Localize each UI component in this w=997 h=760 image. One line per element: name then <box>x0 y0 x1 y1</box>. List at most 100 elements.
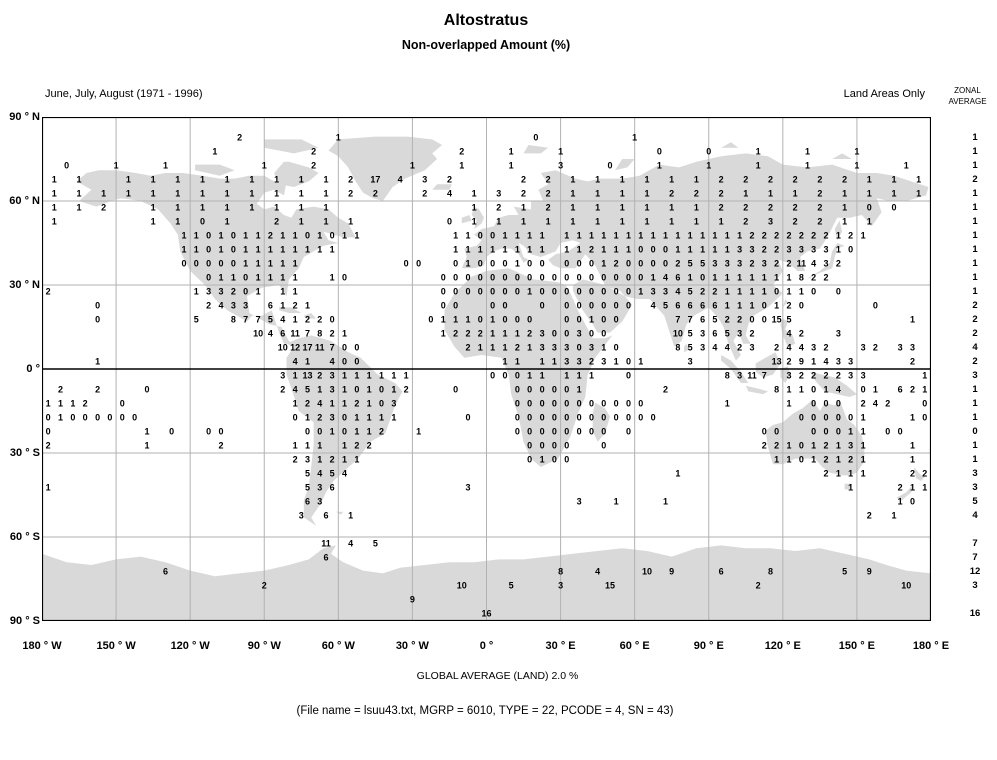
grid-value: 1 <box>897 496 903 507</box>
grid-value: 9 <box>866 566 872 577</box>
grid-value: 1 <box>199 202 206 213</box>
grid-value: 7 <box>243 314 249 325</box>
grid-value: 3 <box>329 384 335 395</box>
grid-value: 4 <box>292 356 298 367</box>
grid-value: 0 <box>490 258 496 269</box>
grid-value: 2 <box>403 384 409 395</box>
zonal-average-value: 1 <box>972 286 978 298</box>
lon-tick-label: 30 ° E <box>545 640 576 652</box>
grid-value: 2 <box>280 384 286 395</box>
grid-value: 1 <box>391 370 397 381</box>
grid-value: 0 <box>527 272 533 283</box>
grid-value: 0 <box>811 384 817 395</box>
zonal-header-line1: ZONAL <box>954 86 981 95</box>
grid-value: 0 <box>490 230 496 241</box>
grid-value: 0 <box>613 342 619 353</box>
land-shape <box>461 153 929 361</box>
grid-value: 1 <box>490 314 496 325</box>
grid-value: 0 <box>539 286 545 297</box>
grid-value: 5 <box>842 566 848 577</box>
grid-value: 3 <box>823 244 829 255</box>
grid-value: 0 <box>440 300 446 311</box>
grid-value: 1 <box>76 188 82 199</box>
grid-value: 1 <box>366 412 372 423</box>
grid-value: 1 <box>687 272 693 283</box>
grid-value: 1 <box>181 230 187 241</box>
grid-value: 0 <box>341 426 348 437</box>
land-shape <box>279 307 302 313</box>
grid-value: 0 <box>465 272 471 283</box>
zonal-average-value: 1 <box>972 454 978 466</box>
grid-value: 0 <box>514 384 520 395</box>
grid-value: 2 <box>761 244 767 255</box>
grid-value: 2 <box>817 188 823 199</box>
grid-value: 1 <box>619 216 625 227</box>
lon-tick-label: 120 ° E <box>764 640 801 652</box>
grid-value: 1 <box>304 440 311 451</box>
land-shape <box>684 343 689 353</box>
grid-value: 1 <box>243 258 249 269</box>
land-shape <box>913 467 927 481</box>
grid-value: 1 <box>181 244 187 255</box>
grid-value: 0 <box>539 440 545 451</box>
grid-value: 1 <box>280 272 286 283</box>
grid-value: 1 <box>767 188 774 199</box>
grid-value: 0 <box>181 258 187 269</box>
grid-value: 1 <box>644 216 650 227</box>
grid-value: 2 <box>811 230 817 241</box>
grid-value: 1 <box>601 244 607 255</box>
grid-value: 0 <box>601 286 607 297</box>
grid-value: 1 <box>496 216 502 227</box>
grid-value: 0 <box>218 258 224 269</box>
grid-value: 2 <box>292 454 298 465</box>
grid-value: 4 <box>811 258 817 269</box>
grid-value: 6 <box>718 566 724 577</box>
grid-value: 2 <box>45 440 51 451</box>
grid-value: 1 <box>539 230 545 241</box>
grid-value: 2 <box>866 510 872 521</box>
lon-tick-label: 0 ° <box>479 640 494 652</box>
grid-value: 0 <box>835 398 841 409</box>
grid-value: 2 <box>835 258 841 269</box>
grid-value: 0 <box>860 384 866 395</box>
grid-value: 0 <box>576 342 582 353</box>
grid-value: 1 <box>125 188 131 199</box>
grid-value: 0 <box>613 398 619 409</box>
grid-value: 5 <box>329 468 335 479</box>
grid-value: 1 <box>662 496 669 507</box>
grid-value: 0 <box>588 398 595 409</box>
grid-value: 0 <box>502 272 508 283</box>
grid-value: 0 <box>453 286 459 297</box>
grid-value: 1 <box>570 216 576 227</box>
grid-value: 0 <box>576 300 582 311</box>
grid-value: 1 <box>378 412 385 423</box>
grid-value: 0 <box>514 370 520 381</box>
grid-value: 1 <box>144 426 150 437</box>
land-shape <box>832 153 852 159</box>
grid-value: 2 <box>811 370 817 381</box>
grid-value: 2 <box>823 370 829 381</box>
grid-value: 9 <box>798 356 804 367</box>
grid-value: 1 <box>909 482 916 493</box>
grid-value: 2 <box>922 468 928 479</box>
grid-value: 1 <box>669 174 675 185</box>
grid-value: 2 <box>761 440 767 451</box>
grid-value: 3 <box>909 342 916 353</box>
world-map-svg <box>42 117 931 621</box>
lon-tick-label: 30 ° W <box>395 640 429 652</box>
grid-value: 1 <box>625 230 632 241</box>
grid-value: 1 <box>255 272 261 283</box>
grid-value: 1 <box>774 300 780 311</box>
land-shape <box>765 399 865 476</box>
grid-value: 3 <box>218 286 224 297</box>
zonal-average-value: 3 <box>972 370 978 382</box>
grid-value: 1 <box>502 342 508 353</box>
grid-value: 6 <box>700 300 706 311</box>
grid-value: 7 <box>329 342 335 353</box>
grid-value: 0 <box>835 286 841 297</box>
grid-value: 1 <box>304 244 311 255</box>
grid-value: 1 <box>576 230 582 241</box>
grid-value: 1 <box>539 454 545 465</box>
grid-value: 2 <box>767 202 774 213</box>
grid-value: 0 <box>453 384 459 395</box>
